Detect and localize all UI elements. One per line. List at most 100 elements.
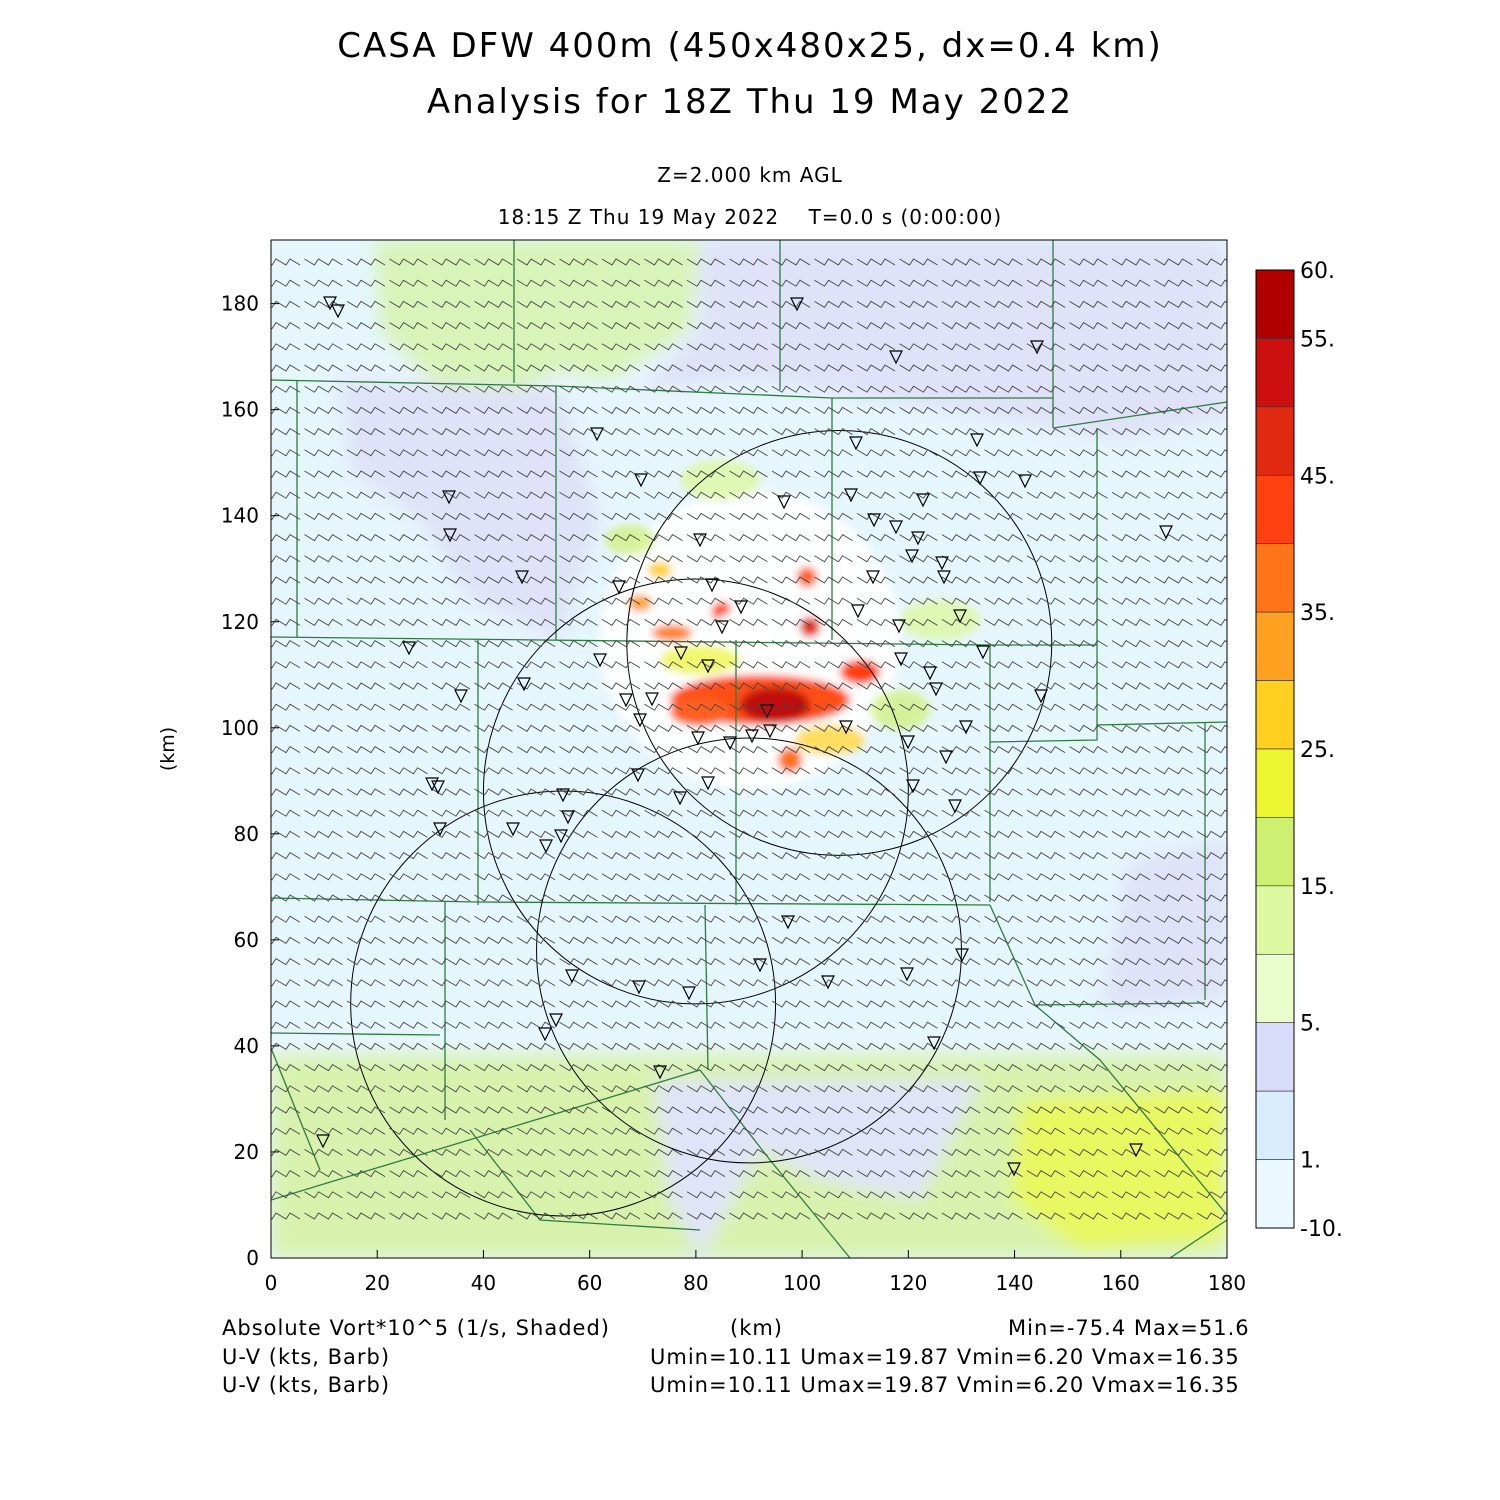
wind-barb: [814, 300, 853, 309]
wind-barb: [1026, 703, 1066, 711]
wind-barb: [814, 618, 853, 627]
wind-barb: [559, 809, 598, 817]
station-marker-icon: [433, 822, 447, 837]
station-marker-icon: [763, 724, 777, 739]
wind-barb: [1154, 449, 1193, 457]
wind-barb: [516, 300, 556, 309]
wind-barb: [389, 1212, 428, 1220]
wind-barb: [856, 767, 896, 775]
wind-barb: [984, 406, 1023, 415]
wind-barb: [984, 364, 1023, 372]
wind-barb: [644, 1042, 683, 1051]
wind-barb: [389, 957, 428, 966]
wind-barb: [856, 915, 896, 923]
wind-barb: [601, 1127, 641, 1135]
colorbar-swatch: [1255, 748, 1295, 818]
region-blue-west: [340, 380, 600, 640]
station-marker-icon: [402, 641, 416, 656]
wind-barb: [941, 639, 981, 648]
station-marker-icon: [866, 570, 880, 585]
wind-barb: [941, 915, 981, 923]
wind-barb: [304, 1042, 343, 1051]
wind-barb: [771, 1085, 811, 1093]
wind-barb: [271, 1106, 301, 1114]
wind-barb: [941, 618, 981, 627]
wind-barb: [1026, 957, 1066, 966]
wind-barb: [474, 894, 513, 902]
wind-barb: [814, 703, 853, 711]
wind-barb: [1069, 936, 1108, 945]
wind-barb: [474, 936, 513, 945]
wind-barb: [304, 809, 343, 817]
wind-barb: [474, 1042, 513, 1051]
wind-barb: [346, 300, 386, 309]
wind-barb: [1026, 385, 1066, 393]
wind-barb: [346, 555, 386, 563]
wind-barb: [814, 1191, 853, 1199]
wind-barb: [389, 661, 428, 669]
wind-barb: [899, 703, 938, 711]
wind-barb: [729, 491, 768, 499]
wind-barb: [1154, 364, 1193, 372]
wind-barb: [389, 385, 428, 393]
wind-barb: [1026, 682, 1066, 690]
wind-barb: [346, 915, 386, 923]
wind-barb: [729, 1085, 768, 1093]
wind-barb: [1111, 1191, 1151, 1199]
wind-barb: [729, 1148, 768, 1157]
wind-barb: [1111, 1127, 1151, 1135]
wind-barb: [899, 385, 938, 393]
wind-barb: [559, 830, 598, 839]
wind-barb: [559, 321, 598, 330]
wind-barb: [1069, 300, 1108, 309]
wind-barb: [271, 724, 301, 733]
wind-barb: [1154, 512, 1193, 521]
wind-barb: [1026, 364, 1066, 372]
wind-barb: [1026, 406, 1066, 415]
wind-barb: [984, 830, 1023, 839]
wind-barb: [559, 618, 598, 627]
wind-barb: [1154, 427, 1193, 436]
wind-barb: [346, 639, 386, 648]
wind-barb: [771, 300, 811, 309]
wind-barb: [474, 491, 513, 499]
wind-barb: [729, 915, 768, 923]
station-marker-icon: [674, 646, 688, 661]
wind-barb: [431, 618, 471, 627]
wind-barb: [686, 703, 726, 711]
wind-barb: [389, 1148, 428, 1157]
colorbar-frame: [1255, 269, 1295, 1229]
wind-barb: [856, 936, 896, 945]
wind-barb: [1111, 449, 1151, 457]
wind-barb: [941, 809, 981, 817]
wind-barb: [431, 279, 471, 287]
wind-barb: [984, 1148, 1023, 1157]
wind-barb: [1111, 258, 1151, 266]
wind-barb: [984, 979, 1023, 987]
x-tick-label: 0: [265, 1271, 278, 1295]
wind-barb: [899, 767, 938, 775]
wind-barb: [271, 1212, 301, 1220]
wind-barb: [559, 364, 598, 372]
wind-barb: [686, 533, 726, 542]
wind-barb: [941, 788, 981, 796]
station-marker-icon: [1034, 689, 1048, 704]
wind-barb: [1069, 851, 1108, 860]
wind-barb: [431, 639, 471, 648]
station-marker-icon: [590, 427, 604, 442]
wind-barb: [346, 745, 386, 754]
station-marker-icon: [973, 471, 987, 486]
wind-barb: [771, 936, 811, 945]
wind-barb: [814, 809, 853, 817]
wind-barb: [1026, 533, 1066, 542]
wind-barb: [346, 1169, 386, 1178]
wind-barb: [1111, 745, 1151, 754]
wind-barb: [474, 470, 513, 478]
footer-field3: U-V (kts, Barb): [222, 1373, 391, 1397]
wind-barb: [856, 661, 896, 669]
wind-barb: [644, 321, 683, 330]
wind-barb: [814, 364, 853, 372]
y-tick-label: 0: [246, 1246, 259, 1270]
station-marker-icon: [894, 652, 908, 667]
wind-barb: [601, 364, 641, 372]
